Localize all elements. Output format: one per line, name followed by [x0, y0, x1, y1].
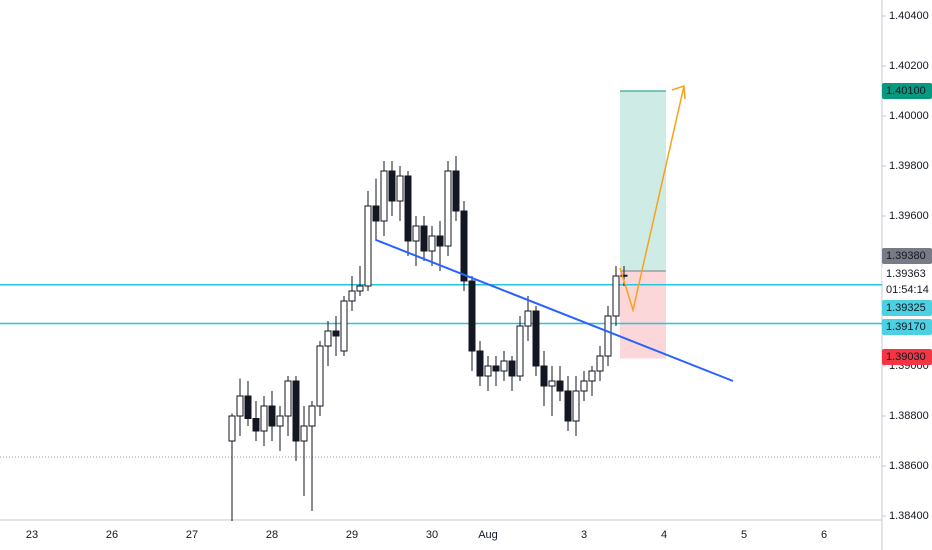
candle-body	[444, 170, 452, 247]
trend-line	[375, 239, 734, 382]
price-badge	[882, 83, 932, 99]
candle-body	[572, 390, 580, 422]
candle-body	[588, 370, 596, 382]
candle-body	[404, 175, 412, 242]
candle-body	[460, 210, 468, 282]
candle-body	[468, 280, 476, 352]
candle-body	[292, 380, 300, 442]
candle-body	[308, 405, 316, 427]
candle-body	[284, 380, 292, 417]
x-tick-label: 26	[106, 529, 118, 541]
candle-body	[396, 175, 404, 202]
x-tick-label: 5	[741, 529, 747, 541]
candle-body	[484, 365, 492, 377]
price-badge-label: 1.39030	[886, 351, 926, 363]
candle-body	[268, 405, 276, 427]
x-tick-label: 30	[426, 529, 438, 541]
candle-body	[324, 330, 332, 347]
candle-body	[428, 235, 436, 252]
arrow-head	[671, 84, 686, 100]
candle-body	[580, 380, 588, 392]
stop-zone	[620, 271, 666, 359]
price-badge-label: 1.39170	[886, 321, 926, 333]
price-badge	[882, 248, 932, 264]
candle-body	[372, 205, 380, 222]
projection-arrow	[619, 85, 685, 313]
candle-body	[364, 205, 372, 287]
candle-body	[348, 290, 356, 302]
candle-body	[276, 415, 284, 427]
price-badge-label: 1.39380	[886, 250, 926, 262]
price-badge	[882, 300, 932, 316]
y-tick-label: 1.38800	[889, 410, 929, 422]
candle-body	[564, 390, 572, 422]
candle-body	[436, 235, 444, 247]
countdown: 01:54:14	[886, 284, 929, 296]
candle-body	[596, 355, 604, 372]
candle-body	[412, 225, 420, 242]
candle-body	[524, 310, 532, 327]
candle-body	[340, 300, 348, 352]
target-zone	[620, 91, 666, 271]
candle-body	[556, 380, 564, 392]
y-tick-label: 1.40400	[889, 10, 929, 22]
y-tick-label: 1.40200	[889, 60, 929, 72]
candle-body	[500, 360, 508, 372]
x-tick-label: 27	[186, 529, 198, 541]
candle-body	[332, 330, 340, 337]
candle-body	[228, 415, 236, 442]
price-badge-label: 1.39363	[886, 268, 926, 280]
candle-body	[300, 425, 308, 442]
candle-body	[476, 350, 484, 377]
candle-body	[244, 395, 252, 419]
candle-body	[620, 274, 628, 277]
candle-body	[388, 170, 396, 202]
candle-body	[452, 170, 460, 212]
candle-body	[316, 345, 324, 407]
candle-body	[508, 360, 516, 377]
y-tick-label: 1.39800	[889, 160, 929, 172]
candle-body	[532, 310, 540, 367]
candle-body	[380, 170, 388, 222]
candle-body	[540, 365, 548, 387]
candle-body	[492, 365, 500, 372]
price-badge	[882, 266, 932, 282]
plot	[0, 90, 882, 521]
candle-body	[548, 380, 556, 387]
x-tick-label: 3	[581, 529, 587, 541]
x-tick-label: 23	[26, 529, 38, 541]
candle-body	[604, 315, 612, 357]
candle-body	[612, 275, 620, 317]
candle-body	[260, 405, 268, 432]
x-tick-label: 28	[266, 529, 278, 541]
price-badge	[882, 349, 932, 365]
x-tick-label: 29	[346, 529, 358, 541]
candle-body	[420, 225, 428, 252]
price-axis: 1.384001.386001.388001.390001.396001.398…	[882, 10, 932, 522]
y-tick-label: 1.39600	[889, 210, 929, 222]
x-tick-label: 4	[661, 529, 667, 541]
y-tick-label: 1.40000	[889, 110, 929, 122]
price-badge-label: 1.39325	[886, 302, 926, 314]
y-tick-label: 1.38600	[889, 460, 929, 472]
x-tick-label: Aug	[478, 529, 498, 541]
y-tick-label: 1.38400	[889, 510, 929, 522]
price-badge	[882, 319, 932, 335]
candle-body	[252, 418, 260, 432]
candle-body	[516, 325, 524, 377]
candle-body	[236, 395, 244, 417]
x-tick-label: 6	[821, 529, 827, 541]
price-badge-label: 1.40100	[886, 85, 926, 97]
candle-body	[356, 285, 364, 292]
